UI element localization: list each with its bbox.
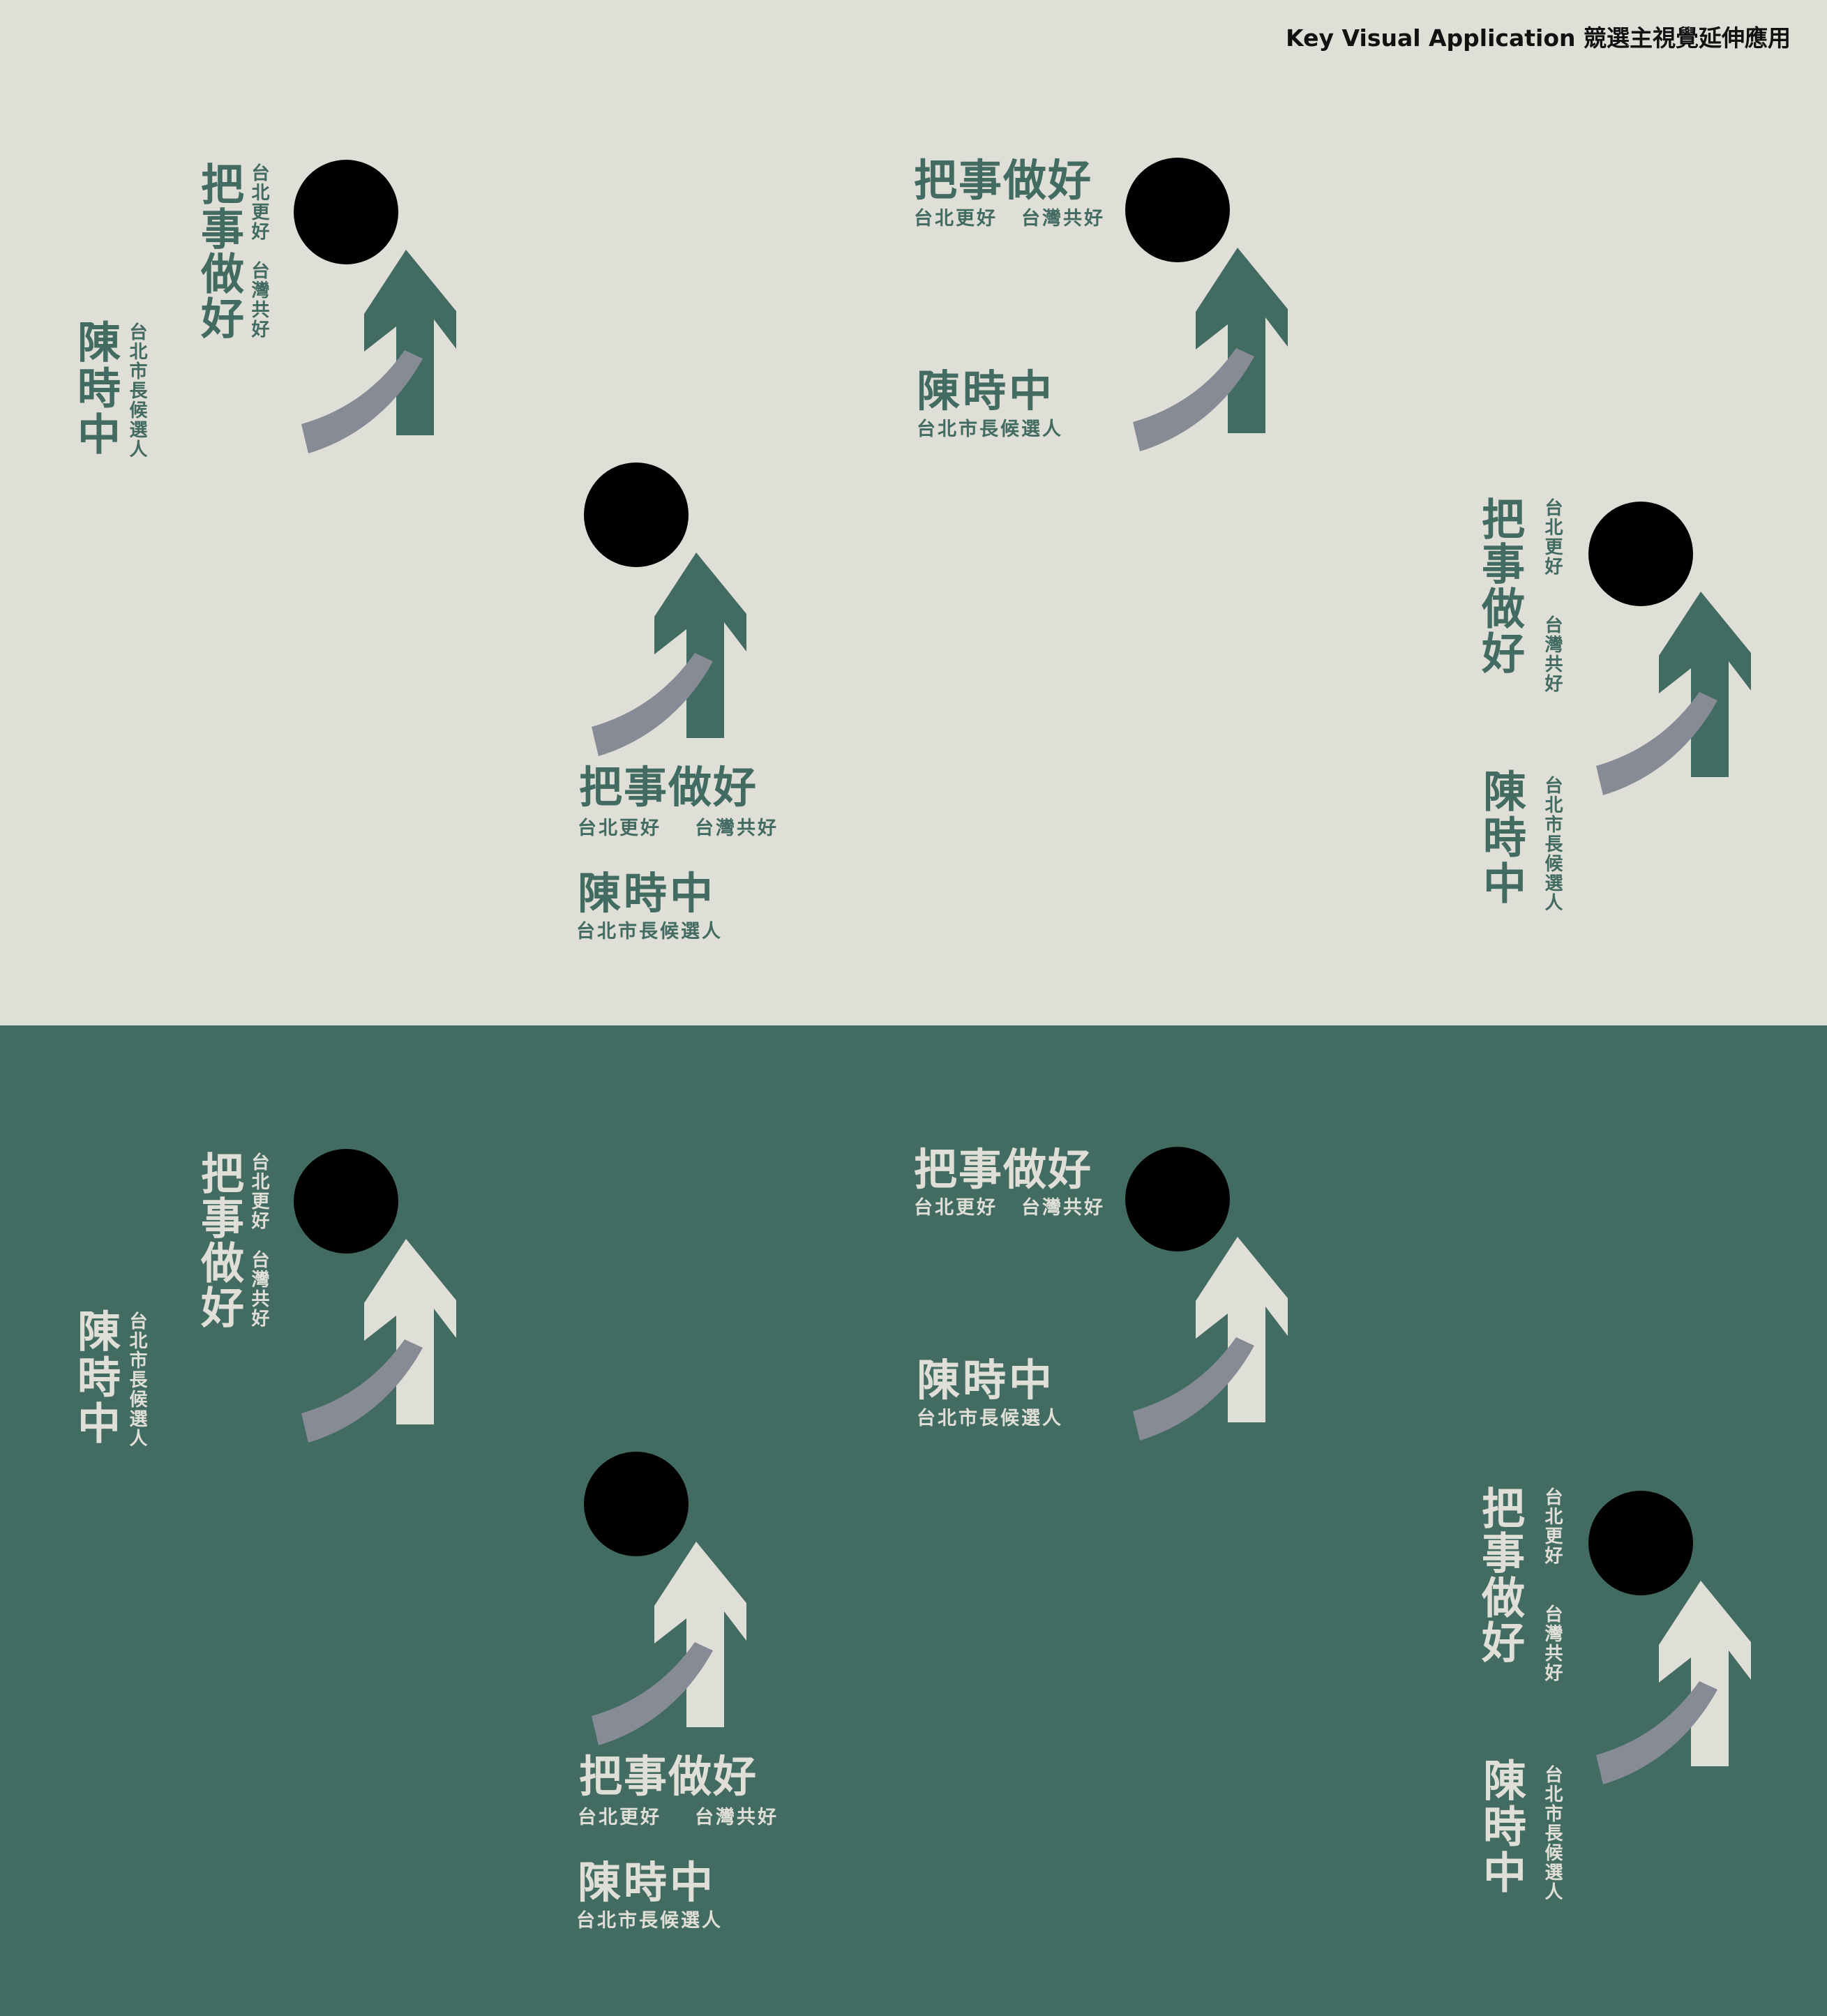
upward-arrow-icon xyxy=(364,250,456,435)
campaign-logo xyxy=(1588,502,1751,795)
candidate-name-vertical: 陳時中 xyxy=(70,319,121,458)
lockup-vertical-right: 把事做好 台北更好 台灣共好 陳時中 台北市長候選人 xyxy=(1444,419,1827,949)
slogan-sub-left-vertical: 台北更好 xyxy=(1542,498,1563,576)
lockup-horizontal-top: 把事做好 台北更好 台灣共好 陳時中 台北市長候選人 xyxy=(907,0,1353,488)
slogan-sub-left: 台北更好 xyxy=(914,1197,998,1219)
slogan-sub-right: 台灣共好 xyxy=(695,818,779,839)
black-circle-head-icon xyxy=(1588,502,1693,606)
campaign-logo xyxy=(1125,1147,1288,1440)
campaign-logo xyxy=(584,462,746,756)
candidate-role: 台北市長候選人 xyxy=(917,419,1063,440)
slogan-sub-right: 台灣共好 xyxy=(1021,1197,1105,1219)
upward-arrow-icon xyxy=(1196,1237,1288,1422)
upward-arrow-icon xyxy=(654,552,746,738)
candidate-role-vertical: 台北市長候選人 xyxy=(1542,776,1563,912)
candidate-role-vertical: 台北市長候選人 xyxy=(126,322,147,459)
dark-background-panel: 把事做好 台北更好 台灣共好 陳時中 台北市長候選人 把事做好 台北更好 台灣共… xyxy=(0,1025,1827,2016)
campaign-logo xyxy=(294,160,456,453)
curved-swoosh-icon xyxy=(301,1339,423,1443)
curved-swoosh-icon xyxy=(1596,1681,1717,1784)
header-title: Key Visual Application 競選主視覺延伸應用 xyxy=(1286,24,1791,52)
black-circle-head-icon xyxy=(584,462,689,567)
slogan-sub-left-vertical: 台北更好 xyxy=(248,1152,269,1231)
candidate-role: 台北市長候選人 xyxy=(917,1408,1063,1429)
lockup-vertical-left: 把事做好 台北更好 台灣共好 陳時中 台北市長候選人 xyxy=(0,1025,502,1514)
lockup-stacked-center: 把事做好 台北更好 台灣共好 陳時中 台北市長候選人 xyxy=(558,419,907,949)
upward-arrow-icon xyxy=(1659,1581,1751,1766)
slogan-sub-left-vertical: 台北更好 xyxy=(1542,1487,1563,1565)
black-circle-head-icon xyxy=(1125,1147,1230,1251)
curved-swoosh-icon xyxy=(1596,692,1717,795)
slogan-sub-left: 台北更好 xyxy=(578,818,661,839)
black-circle-head-icon xyxy=(1125,158,1230,262)
lockup-vertical-left: 把事做好 台北更好 台灣共好 陳時中 台北市長候選人 xyxy=(0,0,502,488)
candidate-name: 陳時中 xyxy=(578,868,716,919)
slogan-sub-right-vertical: 台灣共好 xyxy=(248,1250,269,1328)
slogan-sub-left: 台北更好 xyxy=(578,1807,661,1828)
curved-swoosh-icon xyxy=(301,350,423,453)
candidate-role: 台北市長候選人 xyxy=(576,1910,723,1932)
slogan-sub-right-vertical: 台灣共好 xyxy=(248,261,269,339)
candidate-role-vertical: 台北市長候選人 xyxy=(1542,1765,1563,1902)
light-background-panel: Key Visual Application 競選主視覺延伸應用 把事做好 台北… xyxy=(0,0,1827,1025)
campaign-logo xyxy=(1125,158,1288,451)
black-circle-head-icon xyxy=(1588,1491,1693,1595)
candidate-name-vertical: 陳時中 xyxy=(1475,1758,1526,1896)
lockup-vertical-right: 把事做好 台北更好 台灣共好 陳時中 台北市長候選人 xyxy=(1444,1408,1827,1938)
campaign-logo xyxy=(1588,1491,1751,1784)
upward-arrow-icon xyxy=(1659,592,1751,777)
slogan-sub-right: 台灣共好 xyxy=(1021,208,1105,230)
black-circle-head-icon xyxy=(584,1452,689,1556)
candidate-name-vertical: 陳時中 xyxy=(1475,769,1526,907)
upward-arrow-icon xyxy=(654,1542,746,1727)
slogan-main-vertical: 把事做好 xyxy=(1474,497,1525,675)
slogan-main: 把事做好 xyxy=(579,1751,758,1802)
candidate-name-vertical: 陳時中 xyxy=(70,1309,121,1447)
candidate-name: 陳時中 xyxy=(578,1857,716,1908)
slogan-sub-left-vertical: 台北更好 xyxy=(248,163,269,241)
black-circle-head-icon xyxy=(294,160,398,264)
slogan-sub-right: 台灣共好 xyxy=(695,1807,779,1828)
slogan-sub-left: 台北更好 xyxy=(914,208,998,230)
lockup-stacked-center: 把事做好 台北更好 台灣共好 陳時中 台北市長候選人 xyxy=(558,1408,907,1938)
candidate-role-vertical: 台北市長候選人 xyxy=(126,1311,147,1448)
slogan-main-vertical: 把事做好 xyxy=(1474,1486,1525,1664)
curved-swoosh-icon xyxy=(592,653,713,756)
campaign-logo xyxy=(584,1452,746,1745)
candidate-role: 台北市長候選人 xyxy=(576,921,723,942)
slogan-main: 把事做好 xyxy=(914,155,1093,206)
curved-swoosh-icon xyxy=(1133,348,1254,451)
upward-arrow-icon xyxy=(364,1239,456,1424)
campaign-logo xyxy=(294,1149,456,1443)
lockup-horizontal-top: 把事做好 台北更好 台灣共好 陳時中 台北市長候選人 xyxy=(907,1025,1353,1514)
curved-swoosh-icon xyxy=(592,1642,713,1745)
candidate-name: 陳時中 xyxy=(917,366,1055,416)
slogan-sub-right-vertical: 台灣共好 xyxy=(1542,1604,1563,1683)
candidate-name: 陳時中 xyxy=(917,1355,1055,1406)
slogan-main-vertical: 把事做好 xyxy=(193,162,244,340)
slogan-main: 把事做好 xyxy=(914,1144,1093,1195)
black-circle-head-icon xyxy=(294,1149,398,1254)
slogan-sub-right-vertical: 台灣共好 xyxy=(1542,615,1563,693)
upward-arrow-icon xyxy=(1196,248,1288,433)
curved-swoosh-icon xyxy=(1133,1337,1254,1440)
slogan-main-vertical: 把事做好 xyxy=(193,1151,244,1330)
slogan-main: 把事做好 xyxy=(579,762,758,813)
